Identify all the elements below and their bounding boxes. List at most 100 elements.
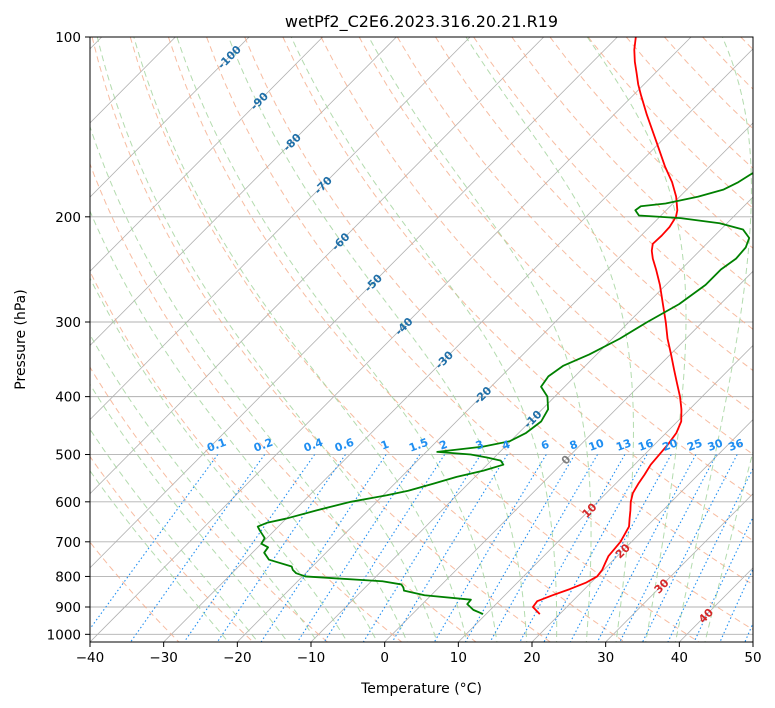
mixing-ratio-line [90, 454, 219, 630]
y-axis-label: Pressure (hPa) [13, 289, 29, 389]
y-tick-label: 900 [55, 600, 81, 616]
mixing-ratio-label: 6 [539, 438, 551, 453]
moist-adiabat-line [96, 37, 438, 642]
mixing-ratio-label: 16 [636, 436, 655, 454]
mixing-ratio-label: 1.5 [407, 436, 430, 455]
mixing-ratio-line [216, 454, 346, 642]
x-tick-label: 40 [671, 650, 688, 666]
dry-adiabat-line [511, 37, 753, 290]
mixing-ratio-line [323, 454, 446, 642]
moist-adiabat-line [90, 469, 229, 642]
mixing-ratio-label: 30 [706, 436, 725, 454]
y-tick-label: 800 [55, 569, 81, 585]
x-tick-label: 50 [744, 650, 761, 666]
x-tick-label: 0 [380, 650, 389, 666]
isotherm-line [310, 196, 753, 642]
mixing-ratio-label: 3 [474, 438, 486, 453]
isotherm-line [90, 37, 692, 642]
dry-adiabat-line [320, 37, 753, 498]
moist-adiabat-line [368, 37, 592, 642]
y-tick-label: 500 [55, 448, 81, 464]
plot-area: 0.1 0.2 0.4 0.6 1 1.5 2 3 4 6 8 10 13 16 20 25 30 36-100-… [90, 37, 753, 642]
mixing-ratio-label: 4 [500, 438, 512, 453]
x-tick-label: 20 [523, 650, 540, 666]
isotherm-line [90, 37, 618, 569]
moist-adiabat-line [90, 125, 408, 642]
mixing-ratio-label: 10 [587, 436, 606, 454]
moist-adiabat-line [228, 37, 528, 642]
isotherm-line [163, 48, 753, 642]
mixing-ratio-label: 0.4 [302, 436, 325, 455]
isotherm-line [90, 37, 545, 495]
isotherm-line [90, 37, 324, 272]
isotherm-line [90, 37, 471, 421]
dry-adiabat-line [90, 270, 403, 642]
y-tick-label: 100 [55, 30, 81, 46]
isotherm-line [384, 270, 753, 642]
moist-adiabat-line [90, 428, 259, 642]
dry-adiabat-line [167, 37, 700, 642]
mixing-ratio-line [433, 454, 547, 642]
mixing-ratio-label: 0.2 [252, 436, 275, 455]
x-tick-label: −20 [223, 650, 252, 666]
x-tick-label: 10 [450, 650, 467, 666]
x-tick-label: 30 [597, 650, 614, 666]
moist-adiabat-line [90, 277, 348, 642]
dry-adiabat-line [90, 162, 477, 642]
x-axis-label: Temperature (°C) [360, 681, 482, 697]
isotherm-line [236, 122, 753, 642]
dry-adiabat-line [206, 37, 753, 631]
mixing-ratio-label: 0.1 [205, 436, 228, 455]
moist-adiabat-line [133, 37, 468, 642]
isotherm-line [531, 418, 753, 642]
moist-adiabat-line [586, 37, 687, 642]
mixing-ratio-line [464, 454, 576, 642]
mixing-ratio-label: 2 [438, 438, 450, 453]
isotherm-line [90, 37, 397, 346]
dry-adiabat-line [435, 37, 753, 372]
dry-adiabat-line [282, 37, 753, 542]
x-tick-label: −40 [76, 650, 105, 666]
mixing-ratio-label: 8 [568, 438, 580, 453]
mixing-ratio-line [619, 454, 717, 642]
dry-adiabat-line [358, 37, 753, 455]
moist-adiabat-line [465, 37, 634, 642]
dry-adiabat-line [129, 37, 626, 642]
moist-adiabat-line [90, 209, 378, 642]
moist-adiabat-line [704, 449, 753, 642]
moist-adiabat-line [176, 37, 498, 642]
y-tick-label: 1000 [47, 627, 81, 643]
dry-adiabat-line [90, 541, 180, 642]
dry-adiabat-line [90, 455, 254, 642]
plot-frame [89, 36, 754, 643]
moist-adiabat-line [90, 383, 289, 642]
mixing-ratio-label: 36 [727, 436, 746, 454]
mixing-ratio-label: 13 [614, 436, 633, 453]
mixing-ratio-line [667, 467, 753, 642]
mixing-ratio-line [183, 454, 316, 642]
temperature-profile-line [531, 37, 683, 615]
isotherm-line [605, 493, 753, 642]
axes: −40 −30 −20 −10 0 10 20 30 40 5010020030040050060… [47, 30, 762, 666]
mixing-ratio-label: 25 [685, 436, 704, 453]
dry-adiabat-line [91, 37, 552, 642]
mixing-ratio-label: 20 [661, 436, 680, 454]
moist-adiabat-line [90, 333, 319, 642]
mixing-ratio-line [129, 454, 266, 642]
mixing-ratio-line [543, 454, 648, 642]
y-tick-label: 700 [55, 535, 81, 551]
x-tick-label: −10 [297, 650, 326, 666]
mixing-ratio-line [296, 454, 421, 642]
mixing-ratio-label: 1 [379, 438, 391, 453]
moist-adiabat-line [290, 37, 558, 642]
chart-title: wetPf2_C2E6.2023.316.20.21.R19 [285, 12, 558, 32]
moist-adiabat-line [674, 37, 752, 642]
mixing-ratio-line [596, 454, 697, 642]
isotherm-line [457, 344, 753, 642]
y-tick-label: 300 [55, 315, 81, 331]
y-tick-label: 400 [55, 390, 81, 406]
dewpoint-profile-line [256, 172, 753, 615]
isotherm-line [90, 37, 250, 198]
